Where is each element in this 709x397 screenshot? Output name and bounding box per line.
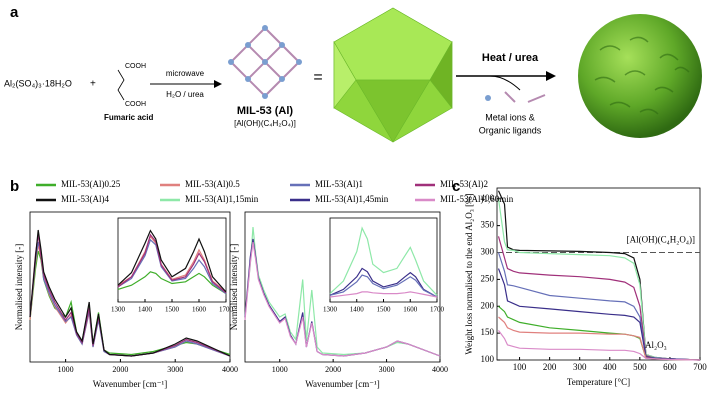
x-tick-label: 1300: [111, 306, 126, 314]
x-tick-label: 1000: [272, 365, 288, 374]
series-line: [497, 268, 701, 361]
x-tick-label: 500: [633, 362, 647, 372]
series-line: [329, 226, 438, 296]
y-axis-title: Weight loss normalised to the end Al₂O₃ …: [464, 193, 474, 354]
reference-label: [Al(OH)(C₄H₂O₄)]: [627, 235, 695, 245]
x-tick-label: 1000: [58, 365, 74, 374]
condition: microwave: [166, 69, 205, 78]
x-tick-label: 1300: [323, 306, 338, 314]
legend-label: MIL-53(Al)0.25: [61, 179, 121, 189]
x-tick-label: 1500: [377, 306, 392, 314]
legend-label: MIL-53(Al)1,15min: [185, 194, 259, 204]
x-tick-label: 1400: [138, 306, 153, 314]
series-line: [117, 229, 227, 293]
inset-frame: [117, 217, 227, 303]
x-tick-label: 1700: [430, 306, 445, 314]
y-axis-title: Normalised intensity [-]: [14, 244, 24, 330]
x-tick-label: 700: [693, 362, 707, 372]
legend-label: MIL-53(Al)1,45min: [315, 194, 389, 204]
x-tick-label: 4000: [222, 365, 238, 374]
cooh: COOH: [125, 101, 146, 108]
y-tick-label: 350: [481, 220, 495, 230]
annotation: Al₂O₃: [645, 340, 667, 350]
icosahedron: [333, 7, 453, 143]
reactant: Al₂(SO₄)₃·18H₂O: [4, 78, 72, 88]
y-tick-label: 400: [481, 193, 495, 203]
heat-label: Heat / urea: [482, 52, 539, 64]
series-line: [29, 229, 231, 357]
x-tick-label: 300: [573, 362, 587, 372]
x-tick-label: 2000: [112, 365, 128, 374]
x-tick-label: 1600: [403, 306, 418, 314]
panel-label: a: [10, 4, 19, 21]
mof-nodes: [228, 25, 302, 99]
y-tick-label: 250: [481, 273, 495, 283]
legend-label: MIL-53(Al)0.5: [185, 179, 240, 189]
fumaric-structure: [117, 69, 125, 101]
series-line: [117, 238, 227, 295]
legend-label: MIL-53(Al)1,60min: [440, 194, 514, 204]
plus: +: [90, 79, 96, 90]
panel-label: b: [10, 178, 19, 195]
condition: H₂O / urea: [166, 90, 204, 99]
formula: [Al(OH)(C₄H₂O₄)]: [234, 119, 296, 128]
release-label: Metal ions &: [485, 112, 535, 122]
legend-label: MIL-53(Al)1: [315, 179, 363, 189]
x-tick-label: 2000: [325, 365, 341, 374]
x-tick-label: 400: [603, 362, 617, 372]
arrow-branch: [489, 75, 521, 91]
legend-label: MIL-53(Al)4: [61, 194, 109, 204]
series-line: [117, 271, 227, 295]
series-line: [117, 233, 227, 294]
y-tick-label: 200: [481, 300, 495, 310]
release-label: Organic ligands: [479, 125, 542, 135]
arrow-head: [546, 71, 556, 81]
x-axis-title: Wavenumber [cm⁻¹]: [305, 379, 379, 389]
acid-label: Fumaric acid: [104, 113, 153, 122]
equals: =: [313, 69, 322, 86]
y-tick-label: 300: [481, 247, 495, 257]
x-tick-label: 1700: [219, 306, 234, 314]
x-axis-title: Wavenumber [cm⁻¹]: [93, 379, 167, 389]
x-tick-label: 3000: [379, 365, 395, 374]
series-line: [497, 198, 701, 361]
particle: [578, 14, 702, 138]
x-tick-label: 200: [543, 362, 557, 372]
series-line: [329, 267, 438, 298]
x-tick-label: 600: [663, 362, 677, 372]
x-tick-label: 100: [513, 362, 527, 372]
y-axis-title: Normalised intensity [-]: [229, 244, 239, 330]
x-tick-label: 1500: [165, 306, 180, 314]
series-line: [498, 330, 701, 361]
series-line: [29, 234, 231, 357]
plots: 1000 2000 3000 4000 Wavenumber [cm⁻¹] Normali…: [14, 179, 707, 389]
cooh: COOH: [125, 63, 146, 70]
y-tick-label: 150: [481, 327, 495, 337]
x-axis-title: Temperature [°C]: [567, 377, 630, 387]
series-line: [329, 274, 438, 298]
x-tick-label: 1600: [192, 306, 207, 314]
series-line: [329, 291, 438, 298]
panel-label: c: [452, 178, 460, 195]
x-tick-label: 4000: [432, 365, 448, 374]
legend-label: MIL-53(Al)2: [440, 179, 488, 189]
y-tick-label: 100: [481, 354, 495, 364]
x-tick-label: 3000: [167, 365, 183, 374]
arrow-head: [214, 80, 222, 88]
product: MIL-53 (Al): [237, 105, 294, 117]
x-tick-label: 1400: [350, 306, 365, 314]
series-line: [244, 241, 441, 357]
release-icons: [485, 91, 546, 103]
